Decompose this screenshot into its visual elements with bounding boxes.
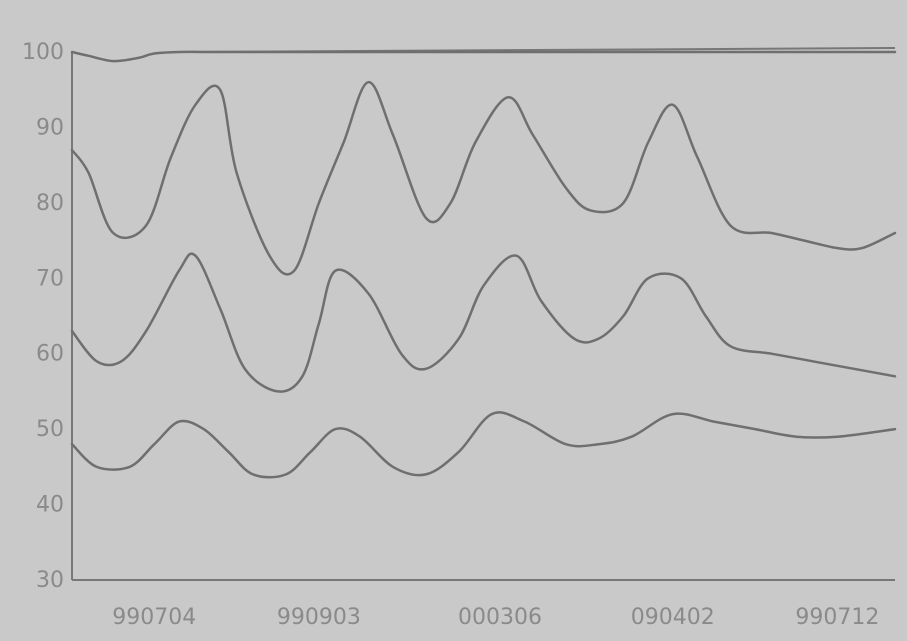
series-line-3 — [70, 411, 897, 479]
y-tick-label: 60 — [36, 342, 64, 367]
series-line-4 — [70, 50, 897, 63]
series-layer — [70, 50, 897, 479]
x-tick-label: 990712 — [795, 605, 879, 630]
y-tick-label: 50 — [36, 417, 64, 442]
y-tick-label: 40 — [36, 493, 64, 518]
x-tick-label: 000306 — [458, 605, 542, 630]
x-tick-label: 990903 — [277, 605, 361, 630]
y-tick-label: 100 — [22, 40, 64, 65]
y-tick-label: 70 — [36, 266, 64, 291]
series-line-1 — [70, 80, 897, 276]
series-line-2 — [70, 252, 897, 393]
y-tick-label: 80 — [36, 191, 64, 216]
y-tick-label: 30 — [36, 568, 64, 593]
y-tick-label: 90 — [36, 115, 64, 140]
tick-labels: 100 90 80 70 60 50 40 30 990704 990903 000306 09040… — [22, 40, 879, 630]
x-tick-label: 990704 — [112, 605, 196, 630]
x-tick-label: 090402 — [631, 605, 715, 630]
